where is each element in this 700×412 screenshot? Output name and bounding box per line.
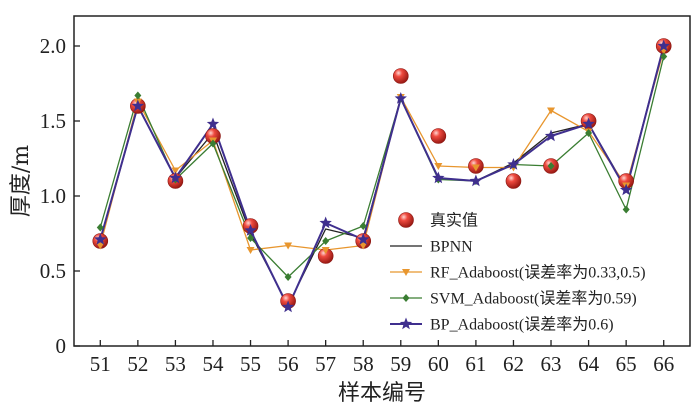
data-point-3 [660,52,668,61]
x-tick-label: 65 [616,352,637,376]
plot-frame [73,15,691,347]
x-tick-label: 60 [428,352,449,376]
data-point-4 [94,233,107,245]
data-point-3 [209,139,217,148]
data-point-3 [585,129,593,137]
legend-marker [402,294,410,302]
legend-marker [398,212,414,228]
x-tick-label: 62 [503,352,524,376]
x-tick-label: 57 [315,352,336,376]
data-point-2 [171,167,180,175]
data-point-4 [469,174,483,187]
x-tick-label: 52 [127,352,148,376]
data-point-4 [169,171,182,184]
data-point-2 [96,242,105,250]
data-point-4 [657,39,670,52]
series-lines [99,45,665,308]
legend-label: SVM_Adaboost(误差率为0.59) [430,290,637,308]
series-line-4 [99,45,665,308]
axis-ticks: 0 0.5 1.0 1.5 2.0 51 52 53 54 55 56 57 58 59 60 61 62 63 6… [40,34,674,376]
legend-label: 真实值 [430,212,478,230]
data-point-2 [284,242,293,250]
data-point-2 [246,247,255,254]
data-point-4 [582,117,595,130]
x-tick-label: 64 [578,352,600,376]
data-point-2 [547,107,556,115]
data-point-4 [319,216,332,229]
x-axis-label: 样本编号 [338,381,426,406]
x-tick-label: 56 [278,352,299,376]
x-tick-label: 53 [165,352,186,376]
data-point-3 [96,223,104,232]
data-point-2 [434,163,443,170]
data-point-4 [507,158,520,170]
series-line-2 [99,50,665,251]
x-tick-label: 61 [465,352,486,376]
y-axis-label: 厚度/m [9,145,34,217]
y-tick-label: 1.5 [40,109,66,133]
data-point-3 [134,91,142,100]
data-point-4 [357,233,370,245]
legend-marker [402,269,410,276]
data-point-2 [359,242,368,250]
data-point-4 [206,117,220,130]
legend-label: BP_Adaboost(误差率为0.6) [430,316,614,334]
y-tick-label: 1.0 [40,184,66,208]
data-point-2 [321,247,330,254]
data-point-2 [471,164,480,172]
data-point-4 [244,224,257,236]
data-point-4 [432,171,445,184]
data-point-4 [619,183,633,196]
legend-label: RF_Adaboost(误差率为0.33,0.5) [430,264,646,282]
data-point-3 [359,222,367,230]
data-point-0 [505,173,522,189]
x-tick-label: 66 [653,352,674,376]
data-point-4 [394,92,407,104]
legend-marker [399,317,413,330]
data-point-3 [622,205,630,214]
data-point-3 [247,234,255,242]
x-tick-label: 59 [390,352,411,376]
legend-label: BPNN [430,239,473,256]
y-tick-label: 0 [56,334,67,358]
data-point-4 [281,300,295,313]
data-point-3 [284,273,292,281]
series-markers [92,38,672,313]
series-line-3 [99,56,665,278]
data-point-4 [544,129,558,142]
y-tick-label: 0.5 [40,259,66,283]
data-point-3 [547,162,555,170]
x-tick-label: 55 [240,352,261,376]
data-point-3 [322,237,330,245]
x-tick-label: 58 [353,352,374,376]
data-point-4 [131,99,145,112]
data-point-0 [430,128,447,144]
legend: 真实值 BPNN RF_Adaboost(误差率为0.33,0.5) SVM_Adab… [390,212,646,334]
data-point-0 [392,68,409,84]
x-tick-label: 54 [202,352,224,376]
x-tick-label: 51 [90,352,111,376]
y-tick-label: 2.0 [40,34,66,58]
x-tick-label: 63 [541,352,562,376]
